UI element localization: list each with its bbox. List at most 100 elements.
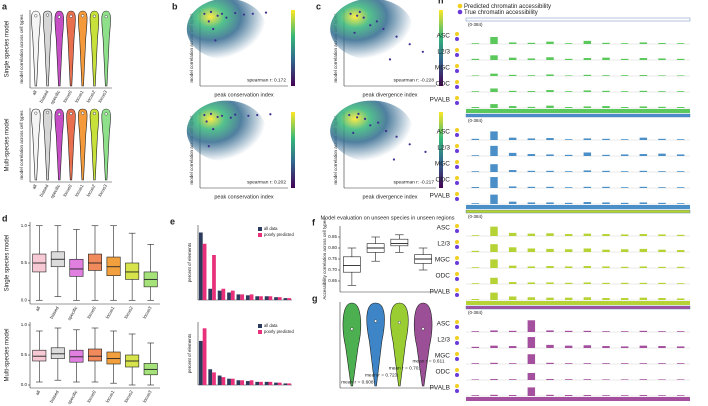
violin-median bbox=[81, 14, 85, 18]
bar bbox=[277, 297, 282, 300]
point bbox=[369, 124, 372, 127]
track-bar bbox=[658, 249, 666, 252]
bar bbox=[221, 377, 226, 385]
y-tick-label: 0.70 bbox=[328, 267, 337, 272]
track-bar bbox=[527, 320, 536, 332]
track-bar bbox=[527, 354, 536, 364]
row-label: Multi-species model bbox=[5, 118, 11, 171]
panel-letter: b bbox=[172, 1, 178, 11]
point bbox=[269, 113, 272, 116]
track-bar bbox=[639, 363, 648, 364]
x-tick-label: locus1 bbox=[105, 389, 116, 403]
track-label: MGC bbox=[435, 257, 450, 264]
track-bar bbox=[490, 131, 498, 140]
track-bar bbox=[546, 248, 554, 252]
track-bar bbox=[639, 330, 648, 332]
point bbox=[205, 120, 208, 123]
track-bar bbox=[564, 345, 573, 348]
true-dot bbox=[455, 261, 459, 265]
predicted-dot bbox=[455, 336, 459, 340]
y-tick-label: 0.65 bbox=[328, 278, 337, 283]
violin bbox=[42, 10, 53, 87]
track-bar bbox=[508, 137, 517, 140]
track-bar bbox=[546, 154, 554, 156]
track-bar bbox=[583, 395, 592, 396]
x-axis-label: peak divergence index bbox=[362, 92, 417, 98]
legend-dot bbox=[457, 9, 463, 15]
track-bar bbox=[658, 379, 666, 380]
legend-swatch bbox=[258, 330, 262, 334]
track-bar bbox=[527, 233, 536, 236]
violin bbox=[101, 108, 111, 181]
predicted-dot bbox=[455, 32, 459, 36]
track-bar bbox=[602, 75, 610, 76]
density-cloud bbox=[330, 100, 413, 162]
track-bar bbox=[620, 187, 629, 188]
track-label: MGC bbox=[435, 65, 450, 72]
predicted-dot bbox=[455, 288, 459, 292]
track-bar bbox=[658, 43, 666, 44]
predicted-dot bbox=[455, 256, 459, 260]
bar bbox=[212, 255, 216, 300]
track-bar bbox=[527, 106, 536, 108]
predicted-dot bbox=[455, 192, 459, 196]
bar bbox=[245, 295, 250, 300]
panel-letter: d bbox=[2, 213, 8, 223]
track-bar bbox=[658, 106, 666, 108]
track-bar bbox=[620, 91, 629, 92]
x-tick-label: locus2 bbox=[85, 183, 96, 197]
track-bar bbox=[620, 75, 629, 76]
violin bbox=[54, 108, 64, 181]
track-bar bbox=[508, 42, 517, 44]
bar bbox=[277, 382, 282, 385]
bar bbox=[283, 383, 288, 385]
violin-median bbox=[397, 321, 401, 325]
density-cloud bbox=[186, 100, 266, 162]
x-tick-label: all bbox=[31, 184, 38, 190]
point bbox=[234, 113, 237, 116]
point bbox=[395, 35, 398, 38]
track-bar bbox=[602, 249, 610, 252]
panel-letter: c bbox=[316, 1, 321, 11]
point bbox=[220, 114, 224, 117]
colorbar bbox=[439, 112, 443, 188]
colorbar bbox=[291, 10, 295, 86]
track-bar bbox=[564, 297, 573, 300]
box bbox=[32, 349, 47, 362]
track-bar bbox=[546, 297, 554, 300]
y-axis-label: model correlation across cell types bbox=[19, 14, 24, 84]
violin bbox=[78, 108, 88, 181]
bar bbox=[245, 381, 250, 385]
violin-median bbox=[92, 14, 96, 18]
track-bar bbox=[564, 266, 573, 268]
track-label: MGC bbox=[435, 161, 450, 168]
track-bar bbox=[508, 282, 517, 284]
bar bbox=[268, 381, 273, 385]
bar bbox=[287, 298, 292, 300]
x-tick-label: locus3 bbox=[142, 305, 153, 319]
track-bar bbox=[508, 330, 517, 332]
track-bar bbox=[658, 138, 666, 140]
true-dot bbox=[455, 229, 459, 233]
track-bar bbox=[676, 43, 685, 44]
track-bar bbox=[658, 91, 666, 92]
point bbox=[382, 27, 385, 31]
track-bar bbox=[583, 202, 592, 204]
track-label: ASC bbox=[437, 225, 451, 232]
track-label: PVALB bbox=[430, 193, 450, 200]
track-bar bbox=[602, 106, 610, 108]
x-axis-label: peak conservation index bbox=[214, 194, 274, 200]
point bbox=[242, 13, 246, 16]
track-bar bbox=[583, 363, 592, 364]
box bbox=[50, 347, 65, 359]
track-bar bbox=[564, 154, 573, 156]
track-bar bbox=[602, 57, 610, 60]
point bbox=[216, 115, 219, 119]
bar bbox=[217, 375, 222, 385]
track-bar bbox=[602, 90, 610, 92]
violin bbox=[31, 108, 41, 181]
track-bar bbox=[583, 297, 592, 300]
track-bar bbox=[620, 395, 629, 396]
track-bar bbox=[676, 107, 685, 108]
x-tick-label: locus1 bbox=[74, 89, 85, 103]
